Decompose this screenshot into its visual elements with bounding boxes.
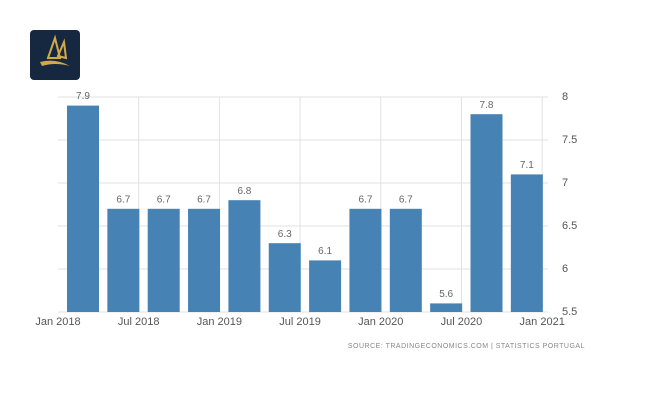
- x-tick-label: Jul 2018: [118, 316, 160, 328]
- bar: [107, 208, 140, 312]
- bar: [470, 114, 503, 312]
- value-label: 6.3: [278, 229, 292, 240]
- bar: [309, 260, 342, 312]
- y-tick-label: 7: [562, 177, 568, 189]
- value-label: 7.8: [480, 100, 494, 111]
- value-label: 6.7: [399, 194, 413, 205]
- source: SOURCE: TRADINGECONOMICS.COM | STATISTIC…: [348, 343, 585, 350]
- logo: [30, 30, 80, 80]
- y-tick-label: 8: [562, 91, 568, 103]
- x-tick-label: Jul 2020: [441, 316, 483, 328]
- y-tick-label: 5.5: [562, 306, 577, 318]
- value-label: 6.7: [358, 194, 372, 205]
- bar: [147, 208, 180, 312]
- x-tick-label: Jan 2019: [197, 316, 242, 328]
- bar: [67, 105, 99, 312]
- x-tick-label: Jan 2021: [520, 316, 565, 328]
- y-tick-label: 6.5: [562, 220, 577, 232]
- bar: [510, 174, 543, 312]
- bar: [228, 200, 261, 312]
- value-label: 6.1: [318, 246, 332, 257]
- value-label: 6.7: [157, 194, 171, 205]
- y-tick-label: 7.5: [562, 134, 577, 146]
- bar: [268, 243, 301, 312]
- bar: [188, 208, 221, 312]
- value-label: 5.6: [439, 289, 453, 300]
- x-tick-label: Jul 2019: [279, 316, 321, 328]
- y-tick-label: 6: [562, 263, 568, 275]
- value-label: 7.1: [520, 160, 534, 171]
- value-label: 6.7: [197, 194, 211, 205]
- x-tick-label: Jan 2020: [358, 316, 403, 328]
- x-tick-label: Jan 2018: [35, 316, 80, 328]
- bar: [349, 208, 382, 312]
- value-label: 7.9: [76, 91, 90, 102]
- bar: [389, 208, 422, 312]
- value-label: 6.7: [116, 194, 130, 205]
- bar: [430, 303, 463, 312]
- value-label: 6.8: [237, 186, 251, 197]
